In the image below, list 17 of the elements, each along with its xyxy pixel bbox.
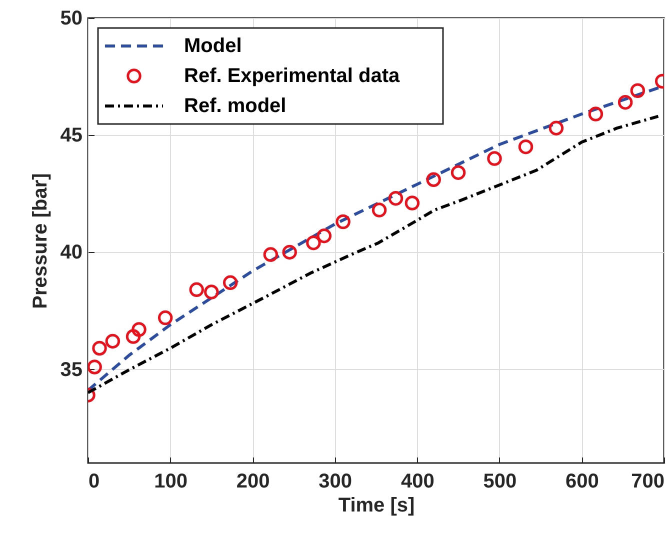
x-tick-label: 700 <box>631 470 664 492</box>
y-tick-label: 50 <box>60 8 82 30</box>
x-tick-label: 200 <box>236 470 270 492</box>
x-axis-title: Time [s] <box>338 494 415 516</box>
y-axis-title: Pressure [bar] <box>29 173 52 309</box>
x-tick-label: 400 <box>400 470 434 492</box>
x-tick-label: 300 <box>318 470 352 492</box>
y-tick-label: 40 <box>60 242 82 264</box>
legend-label: Model <box>184 35 242 57</box>
x-tick-label: 500 <box>483 470 517 492</box>
legend-label: Ref. Experimental data <box>184 65 400 87</box>
y-tick-label: 35 <box>60 358 82 381</box>
x-tick-label: 0 <box>88 470 100 492</box>
x-tick-label: 100 <box>154 470 188 492</box>
y-tick-label: 45 <box>60 124 82 147</box>
x-tick-label: 600 <box>566 470 599 492</box>
legend-label: Ref. model <box>184 95 286 117</box>
